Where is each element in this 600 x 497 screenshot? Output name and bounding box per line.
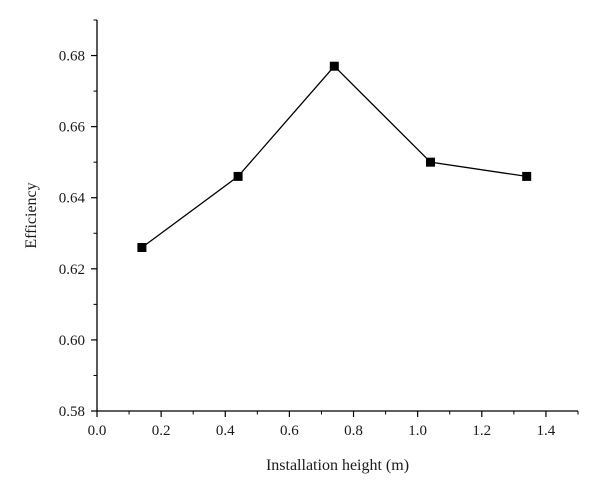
y-tick-label: 0.58: [59, 404, 85, 420]
tick-labels: 0.0 0.2 0.4 0.6 0.8 1.0 1.2 1.4 0.58 0.60 0.62 0.64…: [59, 49, 556, 439]
x-tick-label: 0.8: [344, 423, 363, 439]
data-markers: [137, 61, 532, 252]
x-axis-label: Installation height (m): [266, 457, 409, 474]
data-point-marker: [329, 61, 339, 71]
y-tick-label: 0.68: [59, 49, 85, 65]
y-tick-label: 0.62: [59, 262, 85, 278]
x-tick-label: 0.0: [88, 423, 107, 439]
x-tick-label: 0.6: [280, 423, 299, 439]
series-line: [141, 65, 527, 249]
y-axis-label: Efficiency: [23, 182, 40, 248]
data-point-marker: [137, 242, 147, 252]
y-tick-label: 0.64: [59, 191, 86, 207]
axis-ticks: [91, 19, 579, 417]
x-tick-label: 1.0: [408, 423, 427, 439]
data-point-marker: [425, 157, 435, 167]
y-tick-label: 0.66: [59, 120, 86, 136]
x-tick-label: 1.4: [537, 423, 556, 439]
x-tick-label: 0.4: [216, 423, 235, 439]
x-tick-label: 1.2: [472, 423, 491, 439]
x-tick-label: 0.2: [152, 423, 171, 439]
series-line-group: [141, 65, 527, 249]
data-point-marker: [233, 171, 243, 181]
data-point-marker: [522, 171, 532, 181]
axes: [96, 20, 578, 412]
y-tick-label: 0.60: [59, 333, 85, 349]
